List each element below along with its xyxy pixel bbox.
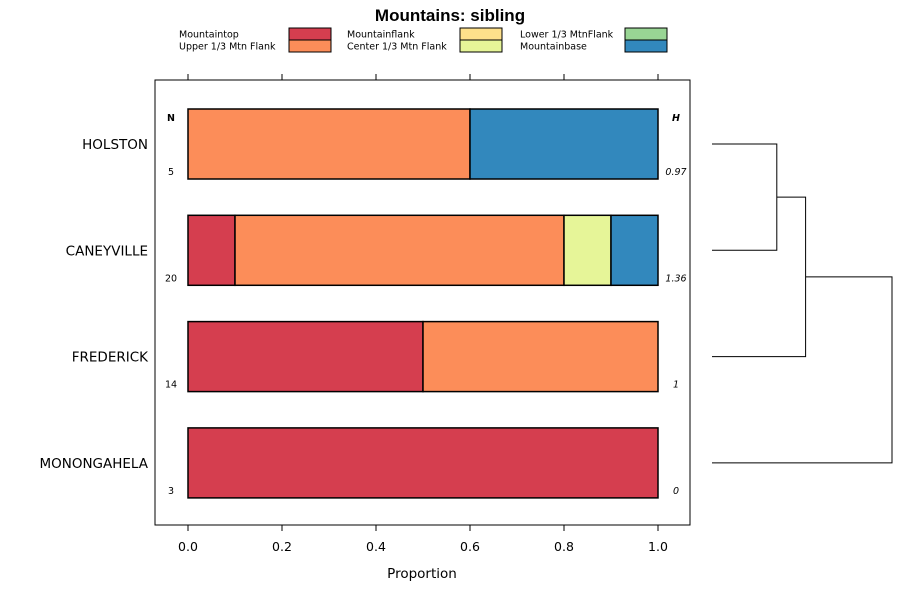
h-value-holston: 0.97 <box>665 167 686 178</box>
h-value-caneyville: 1.36 <box>665 273 686 284</box>
x-axis-label: Proportion <box>387 566 457 582</box>
plot-frame <box>154 79 691 526</box>
bars-group: HOLSTON 5 0.97 CANEYVILLE 20 1.36 FREDERICK 14 1… <box>39 108 687 499</box>
x-tick-label-0-4: 0.4 <box>366 539 386 554</box>
n-column-header: N <box>167 113 175 124</box>
dendrogram <box>712 143 893 464</box>
dendrogram-merge-3 <box>712 276 893 464</box>
x-tick-label-0-0: 0.0 <box>178 539 198 554</box>
bar-segment-holston-upper-1-3-mtn-flank <box>187 108 471 180</box>
dendrogram-merge-2 <box>712 196 807 358</box>
h-value-monongahela: 0 <box>673 486 679 497</box>
legend-label-mountaintop: Mountaintop <box>179 30 239 41</box>
legend-swatch-mountainbase <box>624 39 668 53</box>
legend-label-upper-1-3-mtn-flank: Upper 1/3 Mtn Flank <box>179 42 276 53</box>
x-tick-label-0-8: 0.8 <box>554 539 574 554</box>
x-tick-label-1-0: 1.0 <box>648 539 668 554</box>
h-value-frederick: 1 <box>673 380 679 391</box>
legend-swatch-mountainflank <box>459 27 503 41</box>
bar-segment-caneyville-mountaintop <box>187 214 236 287</box>
legend-label-mountainflank: Mountainflank <box>347 30 415 41</box>
chart-title: Mountains: sibling <box>375 6 525 25</box>
x-tick-label-0-2: 0.2 <box>272 539 292 554</box>
h-column-header: H <box>672 113 680 124</box>
x-tick-label-0-6: 0.6 <box>460 539 480 554</box>
legend-swatch-mountaintop <box>288 27 332 41</box>
n-value-monongahela: 3 <box>168 486 174 497</box>
legend-swatch-lower-1-3-mtnflank <box>624 27 668 41</box>
n-value-holston: 5 <box>168 167 174 178</box>
n-value-frederick: 14 <box>165 380 177 391</box>
category-label-caneyville: CANEYVILLE <box>66 243 148 259</box>
legend-label-center-1-3-mtn-flank: Center 1/3 Mtn Flank <box>347 42 447 53</box>
bar-segment-frederick-upper-1-3-mtn-flank <box>422 320 659 393</box>
dendrogram-merge-1 <box>712 143 778 251</box>
x-axis: 0.0 0.2 0.4 0.6 0.8 1.0 <box>178 74 668 554</box>
bar-segment-holston-mountainbase <box>469 108 659 180</box>
bar-segment-caneyville-upper-1-3-mtn-flank <box>234 214 565 287</box>
bar-segment-caneyville-mountainbase <box>610 214 659 287</box>
category-label-holston: HOLSTON <box>82 137 148 153</box>
legend-label-mountainbase: Mountainbase <box>520 42 587 53</box>
legend-swatch-upper-1-3-mtn-flank <box>288 39 332 53</box>
legend-label-lower-1-3-mtnflank: Lower 1/3 MtnFlank <box>520 30 614 41</box>
bar-segment-caneyville-center-1-3-mtn-flank <box>563 214 612 287</box>
bar-segment-frederick-mountaintop <box>187 320 424 393</box>
legend-swatch-center-1-3-mtn-flank <box>459 39 503 53</box>
category-label-monongahela: MONONGAHELA <box>39 456 148 472</box>
category-label-frederick: FREDERICK <box>72 350 149 366</box>
n-value-caneyville: 20 <box>165 273 177 284</box>
bar-segment-monongahela-mountaintop <box>187 427 659 499</box>
